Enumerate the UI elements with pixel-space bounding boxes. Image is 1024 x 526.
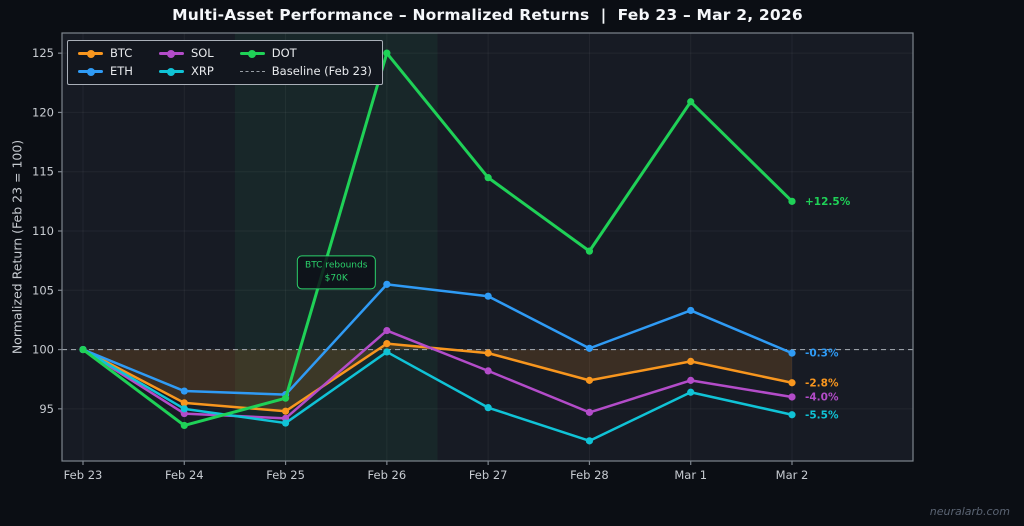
data-point-dot	[585, 247, 594, 255]
series-line-sol	[81, 329, 794, 420]
y-tick-label: 120	[32, 105, 54, 119]
data-point-sol	[585, 408, 594, 416]
line-marker-icon	[239, 49, 265, 59]
data-point-dot	[484, 174, 492, 182]
legend-item-eth: ETH	[78, 64, 133, 79]
line-marker-icon	[78, 49, 103, 59]
x-tick-label: Feb 24	[165, 468, 204, 482]
legend-item-dot: DOT	[239, 46, 372, 61]
legend-item-btc: BTC	[78, 46, 133, 61]
x-tick-label: Mar 1	[674, 468, 707, 482]
annotation-line-1: BTC rebounds	[305, 260, 368, 271]
end-label-eth: -0.3%	[805, 348, 839, 360]
data-point-sol	[687, 376, 695, 384]
series-line-xrp	[81, 348, 794, 443]
data-point-eth	[484, 292, 492, 300]
line-marker-icon	[78, 67, 103, 77]
end-label-dot: +12.5%	[805, 196, 851, 208]
y-tick-label: 95	[39, 402, 54, 416]
annotation-btc-rebounds: BTC rebounds $70K	[297, 255, 376, 290]
legend-label: DOT	[271, 46, 297, 60]
axes-spines	[61, 32, 914, 462]
x-tick-label: Feb 25	[266, 468, 305, 482]
data-point-eth	[788, 349, 796, 357]
legend-label: ETH	[110, 64, 133, 78]
annotation-line-2: $70K	[324, 273, 348, 284]
y-tick-label: 100	[32, 343, 54, 357]
data-point-xrp	[180, 405, 188, 413]
x-tick-label: Feb 28	[570, 468, 609, 482]
data-point-dot	[180, 421, 188, 430]
x-tick-label: Feb 27	[469, 468, 508, 482]
data-point-eth	[585, 344, 594, 352]
series-line-dot	[81, 51, 794, 427]
chart-title: Multi-Asset Performance – Normalized Ret…	[172, 6, 803, 24]
data-point-dot	[281, 394, 290, 402]
legend-label: BTC	[110, 46, 133, 60]
axes-background	[62, 33, 913, 461]
end-label-btc: -2.8%	[805, 377, 839, 389]
data-point-dot	[79, 345, 87, 354]
data-point-sol	[383, 326, 391, 335]
data-point-btc	[281, 407, 290, 415]
y-tick-label: 105	[32, 283, 54, 297]
end-label-xrp: -5.5%	[805, 409, 839, 421]
data-point-eth	[687, 306, 695, 315]
data-point-sol	[788, 393, 796, 401]
data-point-dot	[788, 197, 796, 205]
data-point-dot	[383, 49, 391, 57]
x-tick-label: Feb 26	[368, 468, 407, 482]
highlight-band	[234, 33, 438, 461]
series-line-eth	[81, 283, 794, 396]
dashed-line-icon	[239, 67, 265, 77]
line-marker-icon	[158, 49, 184, 59]
data-point-eth	[180, 387, 188, 395]
series-line-btc	[81, 342, 794, 413]
data-point-xrp	[585, 437, 594, 445]
data-point-xrp	[687, 388, 695, 396]
data-point-btc	[585, 376, 594, 384]
line-marker-icon	[158, 67, 184, 77]
data-point-eth	[383, 280, 391, 288]
x-tick-label: Feb 23	[64, 468, 103, 482]
data-point-btc	[788, 379, 796, 387]
end-label-sol: -4.0%	[805, 391, 839, 403]
data-point-xrp	[484, 404, 492, 412]
legend-item-xrp: XRP	[158, 64, 214, 79]
x-tick-label: Mar 2	[776, 468, 809, 482]
data-point-btc	[484, 349, 492, 357]
y-axis-label: Normalized Return (Feb 23 = 100)	[9, 139, 25, 355]
data-point-xrp	[788, 411, 796, 419]
legend-item-baseline-feb-23-: Baseline (Feb 23)	[239, 64, 372, 79]
data-point-btc	[383, 340, 391, 348]
y-tick-label: 110	[32, 224, 54, 238]
y-tick-label: 125	[32, 46, 54, 60]
legend: BTC ETH SOL XRP DOT Baseline (Feb 23)	[67, 40, 383, 85]
data-point-dot	[687, 98, 695, 106]
watermark: neuralarb.com	[929, 505, 1010, 518]
legend-label: SOL	[190, 46, 214, 60]
data-point-sol	[484, 367, 492, 375]
data-point-btc	[180, 399, 188, 407]
y-tick-label: 115	[32, 165, 54, 179]
legend-item-sol: SOL	[158, 46, 214, 61]
data-point-btc	[687, 357, 695, 366]
legend-label: XRP	[190, 64, 214, 78]
data-point-xrp	[281, 419, 290, 427]
data-point-xrp	[383, 348, 391, 356]
legend-label: Baseline (Feb 23)	[271, 64, 372, 78]
